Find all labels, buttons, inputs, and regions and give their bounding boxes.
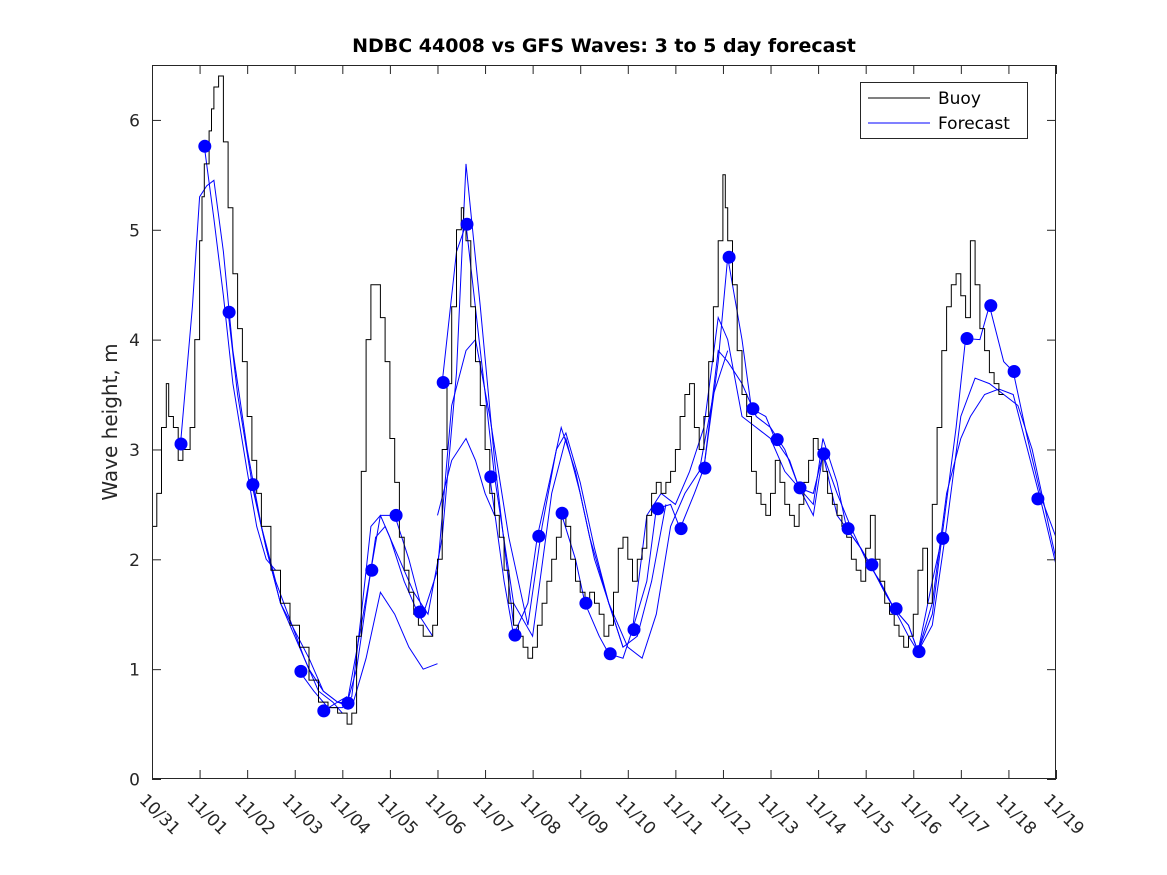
forecast-marker	[484, 470, 498, 484]
forecast-marker	[1007, 365, 1021, 378]
chart-title: NDBC 44008 vs GFS Waves: 3 to 5 day fore…	[352, 35, 856, 57]
forecast-marker	[627, 623, 641, 637]
y-tick-label: 3	[129, 441, 140, 461]
axes-box	[152, 65, 1056, 779]
forecast-marker	[579, 596, 593, 610]
forecast-marker	[1031, 492, 1045, 506]
forecast-marker	[960, 332, 974, 345]
forecast-line	[441, 224, 667, 649]
forecast-marker	[222, 305, 236, 319]
forecast-marker	[865, 558, 879, 572]
forecast-marker	[389, 508, 403, 522]
y-tick-label: 0	[129, 771, 140, 791]
y-axis-label: Wave height, m	[98, 343, 122, 500]
forecast-line	[917, 388, 1056, 652]
forecast-marker	[770, 433, 784, 447]
y-tick-label: 5	[129, 221, 140, 241]
forecast-line	[774, 303, 1056, 653]
forecast-line	[560, 257, 776, 659]
forecast-marker	[674, 522, 688, 536]
forecast-marker	[341, 696, 355, 710]
y-axis: 0 1 2 3 4 5 6	[129, 111, 1056, 791]
legend-box	[860, 82, 1028, 139]
forecast-marker	[817, 447, 831, 461]
forecast-marker	[365, 563, 379, 577]
forecast-marker	[841, 522, 855, 536]
forecast-line	[489, 350, 729, 660]
legend-label-buoy: Buoy	[938, 89, 981, 109]
forecast-marker	[317, 704, 331, 718]
forecast-marker	[198, 139, 212, 153]
y-tick-label: 6	[129, 111, 140, 131]
forecast-line	[323, 163, 515, 712]
forecast-marker	[793, 481, 807, 495]
forecast-marker	[912, 645, 926, 659]
marker-layer	[174, 139, 1045, 718]
forecast-marker	[603, 647, 617, 661]
forecast-marker	[936, 531, 950, 545]
forecast-marker	[436, 376, 450, 389]
forecast-marker	[174, 437, 188, 451]
plot-area	[152, 75, 1056, 725]
forecast-marker	[889, 602, 903, 616]
forecast-marker	[984, 299, 998, 313]
forecast-marker	[460, 217, 474, 231]
forecast-marker	[413, 605, 427, 619]
forecast-marker	[532, 529, 546, 543]
forecast-marker	[722, 250, 736, 264]
y-tick-label: 4	[129, 331, 140, 351]
forecast-marker	[508, 628, 522, 642]
legend-label-forecast: Forecast	[938, 114, 1010, 134]
forecast-line	[437, 437, 496, 516]
y-tick-label: 1	[129, 661, 140, 681]
forecast-marker	[294, 664, 308, 678]
forecast-line	[203, 146, 277, 571]
legend: Buoy Forecast	[860, 82, 1028, 139]
forecast-marker	[246, 478, 260, 492]
forecast-marker	[651, 502, 665, 516]
y-tick-label: 2	[129, 551, 140, 571]
forecast-marker	[698, 461, 712, 475]
forecast-marker	[555, 506, 569, 520]
forecast-marker	[746, 402, 760, 416]
